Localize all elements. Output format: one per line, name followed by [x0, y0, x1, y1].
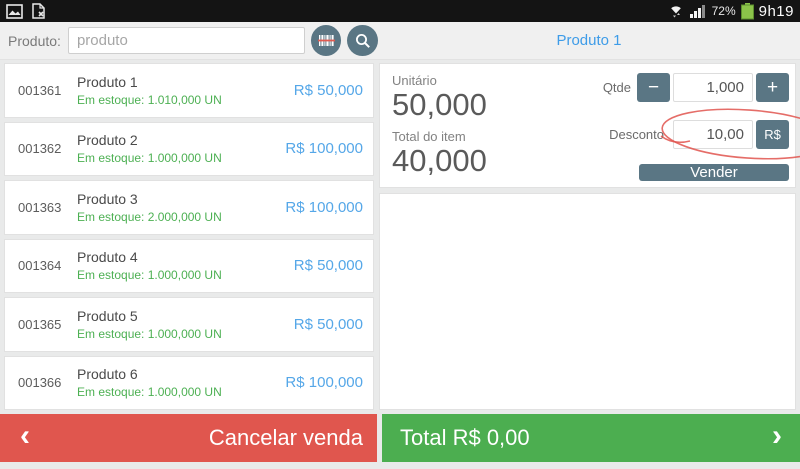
product-price: R$ 100,000	[285, 140, 363, 158]
product-price: R$ 100,000	[285, 198, 363, 216]
item-total-label: Total do item	[392, 129, 466, 144]
clock-time: 9h19	[758, 2, 794, 20]
item-total-value: 40,000	[392, 143, 487, 178]
product-name: Produto 3	[77, 190, 138, 207]
product-stock: Em estoque: 1.000,000 UN	[77, 385, 222, 400]
product-row-001361[interactable]: 001361 Produto 1 Em estoque: 1.010,000 U…	[4, 63, 374, 118]
barcode-scan-button[interactable]	[310, 25, 342, 56]
product-row-001365[interactable]: 001365 Produto 5 Em estoque: 1.000,000 U…	[4, 297, 374, 352]
chevron-left-icon: ‹	[20, 419, 30, 452]
main-area: 001361 Produto 1 Em estoque: 1.010,000 U…	[0, 60, 800, 412]
product-row-001366[interactable]: 001366 Produto 6 Em estoque: 1.000,000 U…	[4, 355, 374, 410]
product-price: R$ 100,000	[285, 374, 363, 392]
product-row-001364[interactable]: 001364 Produto 4 Em estoque: 1.000,000 U…	[4, 238, 374, 293]
item-detail-card: Unitário 50,000 Total do item 40,000 Qtd…	[379, 63, 796, 188]
product-search-label: Produto:	[8, 32, 61, 49]
barcode-icon	[317, 33, 335, 48]
sale-total-button[interactable]: Total R$ 0,00 ›	[382, 414, 800, 462]
product-code: 001361	[18, 82, 62, 98]
chevron-right-icon: ›	[772, 419, 782, 452]
discount-label: Desconto	[609, 127, 664, 142]
product-code: 001362	[18, 141, 62, 157]
discount-input[interactable]	[673, 120, 753, 149]
product-name: Produto 5	[77, 307, 138, 324]
product-price: R$ 50,000	[293, 315, 363, 333]
product-name: Produto 4	[77, 249, 138, 266]
product-stock: Em estoque: 1.000,000 UN	[77, 326, 222, 341]
battery-percent: 72%	[711, 4, 736, 18]
quantity-decrease-button[interactable]: −	[637, 73, 670, 102]
product-search-input[interactable]	[67, 27, 305, 54]
product-stock: Em estoque: 1.000,000 UN	[77, 151, 222, 166]
product-price: R$ 50,000	[293, 81, 363, 99]
discount-currency-toggle-button[interactable]: R$	[756, 120, 789, 149]
cancel-sale-label: Cancelar venda	[208, 425, 363, 450]
product-code: 001364	[18, 258, 62, 274]
product-price: R$ 50,000	[293, 257, 363, 275]
android-status-bar: 72% 9h19	[0, 0, 800, 22]
file-error-icon	[31, 3, 46, 19]
product-code: 001363	[18, 199, 62, 215]
screenshot-gallery-icon	[6, 3, 23, 19]
sell-button[interactable]: Vender	[639, 164, 789, 181]
product-stock: Em estoque: 2.000,000 UN	[77, 209, 222, 224]
wifi-icon	[667, 3, 685, 19]
sale-panel: Unitário 50,000 Total do item 40,000 Qtd…	[379, 63, 796, 410]
product-name: Produto 1	[77, 73, 138, 90]
product-row-001362[interactable]: 001362 Produto 2 Em estoque: 1.000,000 U…	[4, 121, 374, 176]
cancel-sale-button[interactable]: ‹ Cancelar venda	[0, 414, 377, 462]
product-code: 001365	[18, 316, 62, 332]
top-bar: Produto:	[0, 22, 800, 60]
product-row-001363[interactable]: 001363 Produto 3 Em estoque: 2.000,000 U…	[4, 180, 374, 235]
product-stock: Em estoque: 1.010,000 UN	[77, 92, 222, 107]
product-stock: Em estoque: 1.000,000 UN	[77, 268, 222, 283]
search-button[interactable]	[347, 25, 378, 56]
sale-total-label: Total R$ 0,00	[400, 425, 530, 450]
search-icon	[355, 33, 371, 49]
quantity-label: Qtde	[602, 80, 631, 95]
product-code: 001366	[18, 375, 62, 391]
unit-price-label: Unitário	[392, 73, 437, 88]
unit-price-value: 50,000	[392, 87, 487, 122]
cell-signal-icon	[689, 4, 707, 18]
selected-product-title: Produto 1	[556, 32, 622, 49]
quantity-increase-button[interactable]: +	[756, 73, 789, 102]
product-name: Produto 6	[77, 366, 138, 383]
cart-items-area	[379, 193, 796, 410]
product-name: Produto 2	[77, 132, 138, 149]
battery-icon	[740, 2, 754, 20]
quantity-input[interactable]	[673, 73, 753, 102]
footer-bar: ‹ Cancelar venda Total R$ 0,00 ›	[0, 412, 800, 462]
product-list: 001361 Produto 1 Em estoque: 1.010,000 U…	[4, 63, 374, 410]
